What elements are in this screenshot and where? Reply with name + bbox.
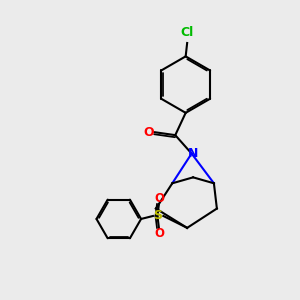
Text: O: O (144, 126, 154, 139)
Text: O: O (154, 192, 164, 205)
Text: S: S (153, 209, 162, 223)
Text: N: N (188, 147, 198, 160)
Text: Cl: Cl (181, 26, 194, 39)
Text: O: O (154, 227, 164, 240)
